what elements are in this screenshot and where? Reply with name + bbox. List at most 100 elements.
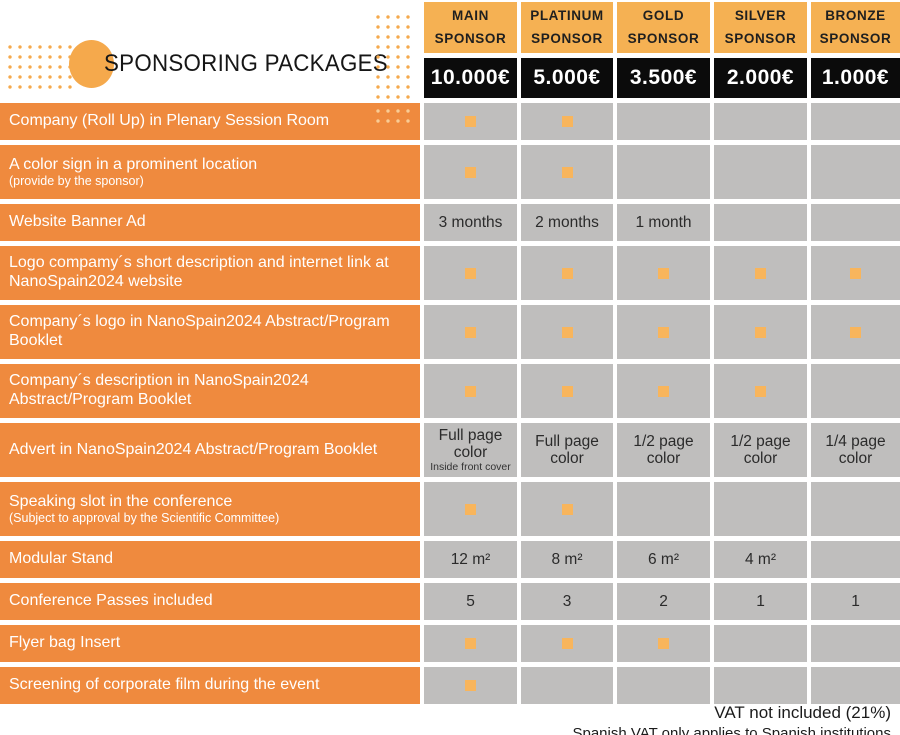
- package-cell: Full page color: [521, 423, 613, 477]
- package-cell: [714, 145, 807, 199]
- package-cell: 5: [424, 583, 517, 620]
- cell-value: 3 months: [438, 213, 503, 231]
- package-cell: [521, 145, 613, 199]
- check-square-icon: [658, 385, 669, 397]
- cell-value: 4 m²: [745, 550, 776, 568]
- package-cell: [424, 103, 517, 140]
- package-cell: [617, 305, 710, 359]
- package-cell: 3: [521, 583, 613, 620]
- package-cell: [811, 667, 900, 704]
- row-label: A color sign in a prominent location (pro…: [0, 145, 420, 199]
- package-cell: [811, 103, 900, 140]
- table-row: A color sign in a prominent location (pro…: [0, 145, 900, 199]
- cell-note: Inside front cover: [430, 461, 511, 474]
- check-square-icon: [465, 503, 476, 515]
- check-square-icon: [561, 638, 573, 649]
- package-cell: 1: [714, 583, 807, 620]
- column-header-gold: GOLD SPONSOR: [617, 2, 710, 53]
- package-cell: Full page color Inside front cover: [424, 423, 517, 477]
- row-label-text: Advert in NanoSpain2024 Abstract/Program…: [9, 440, 378, 458]
- row-label-text: A color sign in a prominent location: [9, 155, 258, 173]
- page-title: SPONSORING PACKAGES: [104, 50, 388, 77]
- column-header-label: MAIN SPONSOR: [434, 8, 507, 46]
- package-cell: 12 m²: [424, 541, 517, 578]
- package-cell: [521, 246, 613, 300]
- package-cell: [521, 667, 613, 704]
- table-row: Company´s logo in NanoSpain2024 Abstract…: [0, 305, 900, 359]
- check-square-icon: [561, 116, 573, 127]
- check-square-icon: [465, 166, 476, 178]
- cell-value: 2 months: [535, 213, 599, 231]
- header-spacer: [0, 2, 420, 53]
- check-square-icon: [465, 385, 476, 397]
- cell-value: 8 m²: [551, 550, 583, 568]
- check-square-icon: [465, 638, 476, 649]
- row-label-text: Website Banner Ad: [9, 213, 146, 231]
- package-cell: 2 months: [521, 204, 613, 241]
- check-square-icon: [755, 385, 766, 397]
- row-label: Conference Passes included: [0, 583, 420, 620]
- check-square-icon: [465, 116, 476, 127]
- price-label: 2.000€: [726, 66, 795, 89]
- cell-value: 3: [562, 592, 572, 610]
- vat-detail: Spanish VAT only applies to Spanish inst…: [572, 724, 891, 735]
- package-cell: [714, 667, 807, 704]
- cell-value: 5: [466, 592, 475, 610]
- check-square-icon: [465, 680, 476, 691]
- row-label: Company´s logo in NanoSpain2024 Abstract…: [0, 305, 420, 359]
- row-label: Logo compamy´s short description and int…: [0, 246, 420, 300]
- package-cell: [714, 482, 807, 536]
- package-cell: 1/2 page color: [617, 423, 710, 477]
- table-row: Logo compamy´s short description and int…: [0, 246, 900, 300]
- package-cell: [617, 625, 710, 662]
- table-price-row: 10.000€ 5.000€ 3.500€ 2.000€ 1.000€: [0, 58, 900, 98]
- package-cell: [424, 667, 517, 704]
- row-label-text: Flyer bag Insert: [9, 634, 121, 652]
- check-square-icon: [658, 638, 669, 649]
- table-row: Company´s description in NanoSpain2024 A…: [0, 364, 900, 418]
- package-cell: [714, 305, 807, 359]
- row-label-text: Conference Passes included: [9, 592, 213, 610]
- check-square-icon: [561, 267, 573, 279]
- package-cell: 1: [811, 583, 900, 620]
- package-cell: [424, 482, 517, 536]
- package-cell: [714, 103, 807, 140]
- price-cell-platinum: 5.000€: [521, 58, 613, 98]
- table-row: Website Banner Ad 3 months 2 months 1 month: [0, 204, 900, 241]
- cell-value: 2: [659, 592, 668, 610]
- cell-value: 1/4 page color: [825, 432, 886, 467]
- row-sublabel-text: (Subject to approval by the Scientific C…: [9, 511, 280, 526]
- price-cell-silver: 2.000€: [714, 58, 807, 98]
- check-square-icon: [755, 326, 766, 338]
- row-label: Modular Stand: [0, 541, 420, 578]
- table-row: Advert in NanoSpain2024 Abstract/Program…: [0, 423, 900, 477]
- package-cell: [424, 145, 517, 199]
- check-square-icon: [561, 166, 573, 178]
- check-square-icon: [755, 267, 766, 279]
- table-row: Company (Roll Up) in Plenary Session Roo…: [0, 103, 900, 140]
- package-cell: [617, 482, 710, 536]
- package-cell: [617, 246, 710, 300]
- cell-value: 12 m²: [450, 550, 491, 568]
- cell-value: Full page color: [535, 432, 599, 467]
- package-cell: [811, 246, 900, 300]
- package-cell: [811, 541, 900, 578]
- check-square-icon: [561, 503, 573, 515]
- package-cell: 1 month: [617, 204, 710, 241]
- package-cell: [617, 364, 710, 418]
- row-label-text: Screening of corporate film during the e…: [9, 676, 320, 694]
- price-label: 3.500€: [629, 66, 698, 89]
- row-label: Website Banner Ad: [0, 204, 420, 241]
- column-header-main: MAIN SPONSOR: [424, 2, 517, 53]
- check-square-icon: [465, 326, 476, 338]
- row-label-text: Logo compamy´s short description and int…: [9, 254, 389, 290]
- package-cell: 6 m²: [617, 541, 710, 578]
- check-square-icon: [561, 385, 573, 397]
- package-cell: [714, 625, 807, 662]
- package-cell: [811, 364, 900, 418]
- check-square-icon: [658, 326, 669, 338]
- row-label: Flyer bag Insert: [0, 625, 420, 662]
- package-cell: [424, 625, 517, 662]
- price-cell-bronze: 1.000€: [811, 58, 900, 98]
